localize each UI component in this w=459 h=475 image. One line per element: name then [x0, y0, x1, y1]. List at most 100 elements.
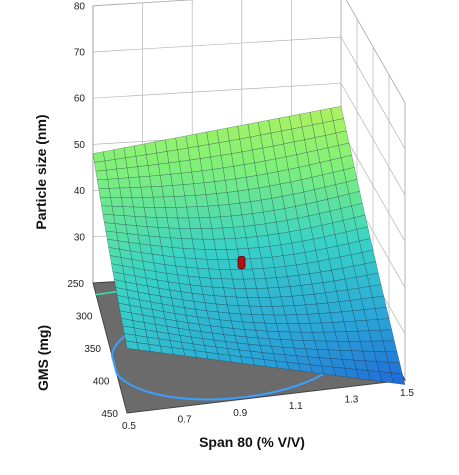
surface-cell: [104, 222, 117, 233]
design-point: [237, 256, 246, 269]
surface-cell: [207, 205, 221, 218]
tick-labels: 30 40 50 60 70 80 250 300 350 400 450 0.5 0.7 0.9 1.1 1…: [67, 1, 414, 432]
surface-cell: [154, 207, 168, 218]
z-tick-label: 80: [74, 1, 86, 12]
surface-cell: [111, 206, 125, 216]
surface-cell: [198, 217, 213, 229]
surface-cell: [185, 133, 199, 149]
surface-cell: [254, 278, 268, 289]
z-gridline: [92, 0, 406, 103]
surface-cell: [200, 156, 213, 171]
surface-cell: [166, 217, 180, 229]
surface-cell: [166, 149, 180, 164]
response-surface: [92, 106, 406, 385]
surface-cell: [110, 197, 124, 207]
surface-cell: [201, 169, 215, 183]
surface-cell: [182, 183, 196, 197]
surface-cell: [234, 288, 248, 298]
surface-cell: [168, 227, 182, 239]
surface-cell: [177, 217, 191, 229]
surface-cell: [364, 261, 379, 276]
surface-cell: [180, 171, 194, 185]
surface-cell: [147, 164, 161, 177]
z-tick-label: 60: [74, 94, 86, 105]
surface-cell: [157, 227, 171, 238]
surface-cell: [172, 184, 186, 197]
surface-cell: [147, 226, 161, 238]
surface-cell: [172, 247, 186, 259]
surface-cell: [128, 176, 142, 188]
surface-cell: [113, 147, 126, 160]
surface-cell: [217, 259, 231, 270]
surface-cell: [143, 207, 157, 218]
surface-cell: [197, 268, 211, 279]
y-tick-label: 300: [76, 312, 93, 323]
surface-cell: [189, 158, 203, 173]
surface-cell: [156, 151, 170, 165]
surface-cell: [114, 223, 128, 234]
surface-cell: [137, 165, 150, 178]
surface-cell: [188, 217, 202, 229]
y-tick-label: 400: [93, 377, 110, 388]
surface-cell: [372, 295, 387, 309]
surface-cell: [219, 269, 233, 280]
surface-cell: [142, 197, 155, 208]
surface-cell: [136, 225, 150, 237]
surface-cell: [181, 238, 195, 250]
surface-cell: [117, 177, 131, 189]
surface-cell: [205, 193, 219, 207]
surface-cell: [161, 246, 175, 258]
surface-cell: [258, 297, 273, 307]
surface-cell: [170, 237, 184, 249]
surface-cell: [374, 307, 390, 320]
surface-cell: [203, 181, 217, 195]
x-tick-label: 1.5: [400, 388, 414, 399]
surface-cell: [224, 238, 238, 250]
surface-cell: [212, 286, 226, 297]
z-tick-label: 70: [74, 48, 86, 59]
surface-cell: [124, 215, 137, 226]
surface-cell: [215, 249, 229, 260]
surface-cell: [95, 170, 108, 181]
surface-cell: [145, 216, 159, 228]
x-tick-label: 0.9: [233, 408, 247, 419]
surface-cell: [377, 318, 392, 331]
surface-cell: [165, 137, 178, 152]
surface-cell: [191, 238, 206, 250]
surface-cell: [116, 167, 129, 179]
surface-cell: [193, 248, 207, 260]
z-tick-label: 50: [74, 140, 86, 151]
surface-cell: [206, 259, 220, 270]
surface-cell: [188, 276, 202, 287]
surface-cell: [135, 154, 149, 167]
surface-cell: [238, 305, 252, 315]
surface-cell: [97, 179, 110, 189]
surface-cell: [173, 256, 187, 268]
surface-cell: [260, 306, 275, 316]
surface-cell: [146, 152, 159, 166]
surface-cell: [163, 196, 177, 208]
surface-cell: [243, 278, 257, 289]
surface-cell: [115, 157, 128, 170]
surface-cell: [191, 170, 205, 184]
surface-cell: [245, 288, 259, 298]
y-tick-label: 450: [101, 409, 118, 420]
surface-cell: [154, 139, 168, 154]
surface-cell: [214, 180, 228, 194]
surface-cell: [134, 216, 148, 227]
surface-cell: [179, 159, 192, 174]
axis-titles: Particle size (nm) GMS (mg) Span 80 (% V…: [33, 114, 305, 450]
surface-cell: [206, 129, 220, 145]
y-axis-title: GMS (mg): [35, 325, 51, 391]
surface-cell: [175, 206, 189, 219]
surface-cell: [195, 194, 209, 207]
x-tick-label: 0.5: [122, 421, 136, 432]
surface-cell: [186, 267, 200, 278]
surface-cell: [190, 228, 204, 240]
x-tick-label: 1.1: [289, 401, 303, 412]
surface-cell: [241, 268, 255, 280]
surface-cell: [221, 278, 235, 289]
surface-cell: [211, 227, 225, 240]
